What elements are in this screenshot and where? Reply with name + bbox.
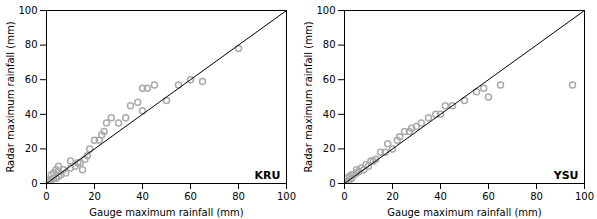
svg-text:100: 100 — [575, 191, 594, 202]
svg-text:20: 20 — [323, 143, 336, 154]
svg-text:60: 60 — [25, 74, 38, 85]
svg-text:60: 60 — [184, 191, 197, 202]
svg-text:40: 40 — [434, 191, 447, 202]
svg-text:Radar maximum rainfall (mm): Radar maximum rainfall (mm) — [303, 21, 314, 172]
svg-text:20: 20 — [88, 191, 101, 202]
svg-text:0: 0 — [341, 191, 347, 202]
svg-text:Gauge maximum rainfall (mm): Gauge maximum rainfall (mm) — [387, 207, 542, 218]
svg-text:40: 40 — [136, 191, 149, 202]
svg-text:60: 60 — [482, 191, 495, 202]
svg-text:40: 40 — [25, 109, 38, 120]
svg-text:Radar maximum rainfall (mm): Radar maximum rainfall (mm) — [5, 21, 16, 172]
svg-text:80: 80 — [232, 191, 245, 202]
svg-text:0: 0 — [31, 178, 37, 189]
svg-text:0: 0 — [43, 191, 49, 202]
svg-text:20: 20 — [386, 191, 399, 202]
svg-text:60: 60 — [323, 74, 336, 85]
svg-text:40: 40 — [323, 109, 336, 120]
svg-text:100: 100 — [316, 5, 335, 16]
svg-text:80: 80 — [323, 39, 336, 50]
svg-text:100: 100 — [277, 191, 296, 202]
svg-text:KRU: KRU — [255, 169, 281, 182]
svg-text:100: 100 — [18, 5, 37, 16]
svg-text:20: 20 — [25, 143, 38, 154]
svg-text:0: 0 — [329, 178, 335, 189]
svg-text:Gauge maximum rainfall (mm): Gauge maximum rainfall (mm) — [89, 207, 244, 218]
svg-text:80: 80 — [25, 39, 38, 50]
svg-text:80: 80 — [530, 191, 543, 202]
svg-text:YSU: YSU — [553, 169, 579, 182]
